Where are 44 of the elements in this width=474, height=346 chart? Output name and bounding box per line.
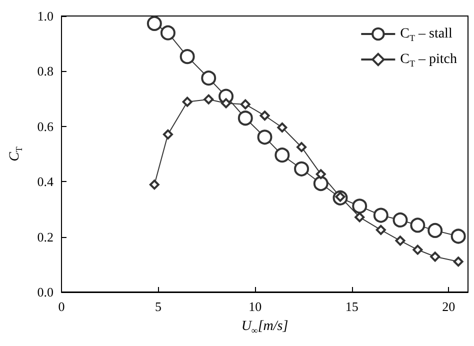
point [296, 142, 307, 152]
point [428, 222, 443, 238]
point [352, 198, 368, 214]
y-tick-label: 0.6 [37, 118, 54, 134]
point [316, 169, 326, 180]
point [313, 176, 328, 192]
point [376, 224, 386, 235]
point [277, 122, 288, 133]
point [238, 110, 253, 126]
point [354, 212, 365, 222]
point [430, 252, 440, 262]
point [204, 94, 214, 104]
point [294, 161, 310, 176]
point [257, 130, 272, 145]
x-tick-label: 5 [155, 299, 162, 314]
point [410, 218, 426, 233]
y-tick-label: 0.2 [37, 229, 54, 244]
x-tick-label: 0 [58, 299, 65, 314]
y-tick-label: 0.8 [37, 64, 54, 79]
point [260, 110, 270, 121]
y-axis-title: CT [8, 146, 24, 162]
point [450, 228, 466, 244]
y-tick-label: 1.0 [37, 8, 54, 24]
point [412, 244, 423, 255]
point [160, 25, 176, 40]
point [180, 49, 195, 64]
y-tick-label: 0.0 [37, 284, 54, 300]
point [182, 96, 192, 107]
x-tick-label: 15 [345, 299, 358, 314]
x-tick-label: 10 [248, 299, 262, 314]
point [274, 148, 290, 163]
point [240, 99, 250, 110]
point [146, 16, 162, 31]
x-tick-label: 20 [442, 299, 456, 314]
point [162, 129, 173, 140]
x-axis-title: U∞[m/s] [241, 319, 288, 336]
point [373, 208, 388, 223]
point [221, 98, 232, 108]
y-tick-label: 0.4 [37, 174, 54, 190]
point [395, 236, 406, 246]
point [201, 70, 216, 86]
point [453, 256, 464, 267]
point [149, 180, 160, 190]
point [392, 212, 408, 228]
